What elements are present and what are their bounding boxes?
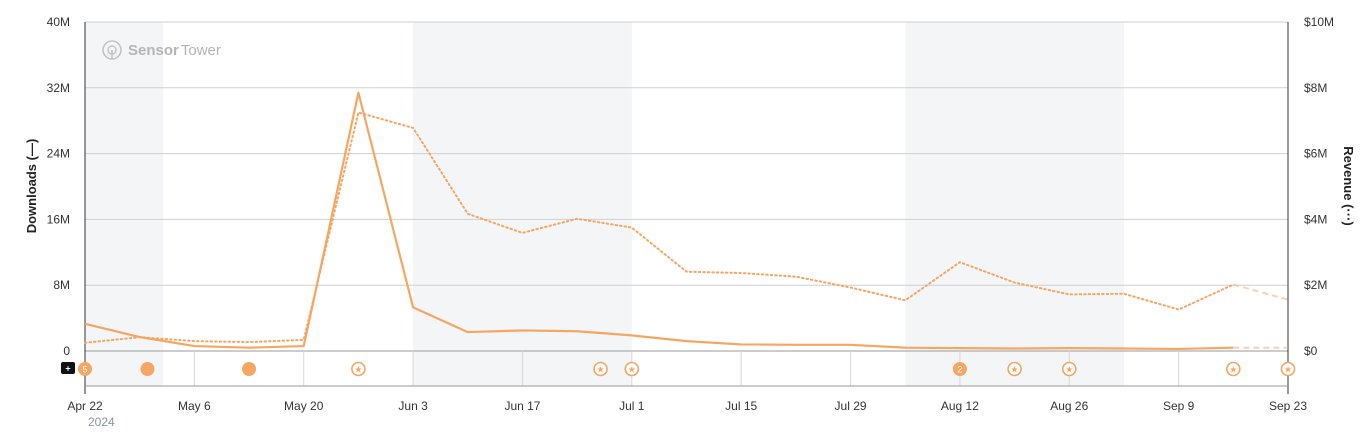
- y-right-tick-label: $10M: [1304, 15, 1334, 29]
- x-tick-label: Jul 29: [835, 399, 867, 413]
- x-tick-label: May 6: [178, 399, 211, 413]
- logo-brand-light: Tower: [181, 42, 221, 59]
- x-tick-label: Jul 15: [725, 399, 757, 413]
- event-marker-dot[interactable]: [242, 362, 257, 376]
- y-left-tick-label: 8M: [53, 278, 70, 292]
- year-label: 2024: [88, 415, 115, 429]
- annotation-icon[interactable]: [61, 362, 75, 374]
- event-marker-count: 5: [82, 365, 87, 375]
- x-tick-label: Jun 17: [504, 399, 540, 413]
- y-left-tick-label: 0: [63, 344, 70, 358]
- x-tick-label: Aug 26: [1050, 399, 1088, 413]
- gridlines: [84, 21, 1289, 386]
- x-tick-label: Sep 23: [1269, 399, 1307, 413]
- series: [84, 91, 1289, 351]
- logo-brand-bold: Sensor: [128, 42, 179, 59]
- x-tick-label: Aug 12: [941, 399, 979, 413]
- event-marker-star[interactable]: [1061, 361, 1077, 377]
- series-projection-revenue: [1233, 283, 1289, 301]
- star-icon: ★: [1011, 366, 1019, 376]
- y-right-tick-label: $6M: [1304, 147, 1327, 161]
- y-axis-right-title: Revenue (···): [1341, 146, 1356, 225]
- annotation-icon-plus: +: [65, 364, 70, 374]
- y-axis-left-title: Downloads (—): [24, 139, 39, 234]
- event-marker-dot[interactable]: [140, 362, 155, 376]
- star-icon: ★: [597, 366, 605, 376]
- x-tick-label: Jun 3: [398, 399, 428, 413]
- event-marker-count: 2: [957, 365, 962, 375]
- x-tick-label: Apr 22: [67, 399, 103, 413]
- shaded-period-0: [85, 22, 164, 386]
- series-line-revenue: [84, 111, 1235, 344]
- y-right-tick-label: $8M: [1304, 81, 1327, 95]
- x-tick-label: Jul 1: [619, 399, 645, 413]
- y-right-tick-label: $4M: [1304, 212, 1327, 226]
- star-icon: ★: [1284, 366, 1292, 376]
- x-tick-label: Sep 9: [1163, 399, 1195, 413]
- series-line-downloads: [84, 91, 1234, 351]
- y-left-tick-label: 40M: [47, 15, 70, 29]
- axis-labels: 0 8M 16M 24M 32M 40M $0 $2M $4M $6M $8M $10M Apr 22 M…: [47, 15, 1334, 413]
- event-marker-badge[interactable]: [952, 362, 967, 376]
- shaded-period-2: [905, 22, 1124, 386]
- star-icon: ★: [1229, 366, 1237, 376]
- shaded-period-1: [413, 22, 632, 386]
- star-icon: ★: [1065, 366, 1073, 376]
- event-marker-badge[interactable]: [78, 362, 92, 376]
- y-right-tick-label: $0: [1304, 344, 1318, 358]
- event-marker-star[interactable]: [351, 361, 366, 377]
- event-markers: +5 ★ ★ ★ 2 ★ ★ ★ ★: [61, 361, 1296, 377]
- star-icon: ★: [628, 366, 636, 376]
- x-tick-label: May 20: [284, 399, 324, 413]
- y-left-tick-label: 32M: [47, 81, 70, 95]
- event-marker-star[interactable]: [593, 361, 608, 377]
- event-marker-star[interactable]: [1280, 361, 1296, 377]
- y-right-tick-label: $2M: [1304, 278, 1327, 292]
- sensor-tower-logo: Sensor Tower: [102, 40, 221, 60]
- event-marker-star[interactable]: [624, 361, 640, 377]
- y-left-tick-label: 16M: [47, 212, 70, 226]
- star-icon: ★: [354, 366, 362, 376]
- y-left-tick-label: 24M: [47, 147, 70, 161]
- shaded-periods: [85, 22, 1124, 386]
- event-marker-star[interactable]: [1226, 361, 1241, 377]
- axes: [84, 22, 1289, 394]
- event-marker-star[interactable]: [1007, 361, 1022, 377]
